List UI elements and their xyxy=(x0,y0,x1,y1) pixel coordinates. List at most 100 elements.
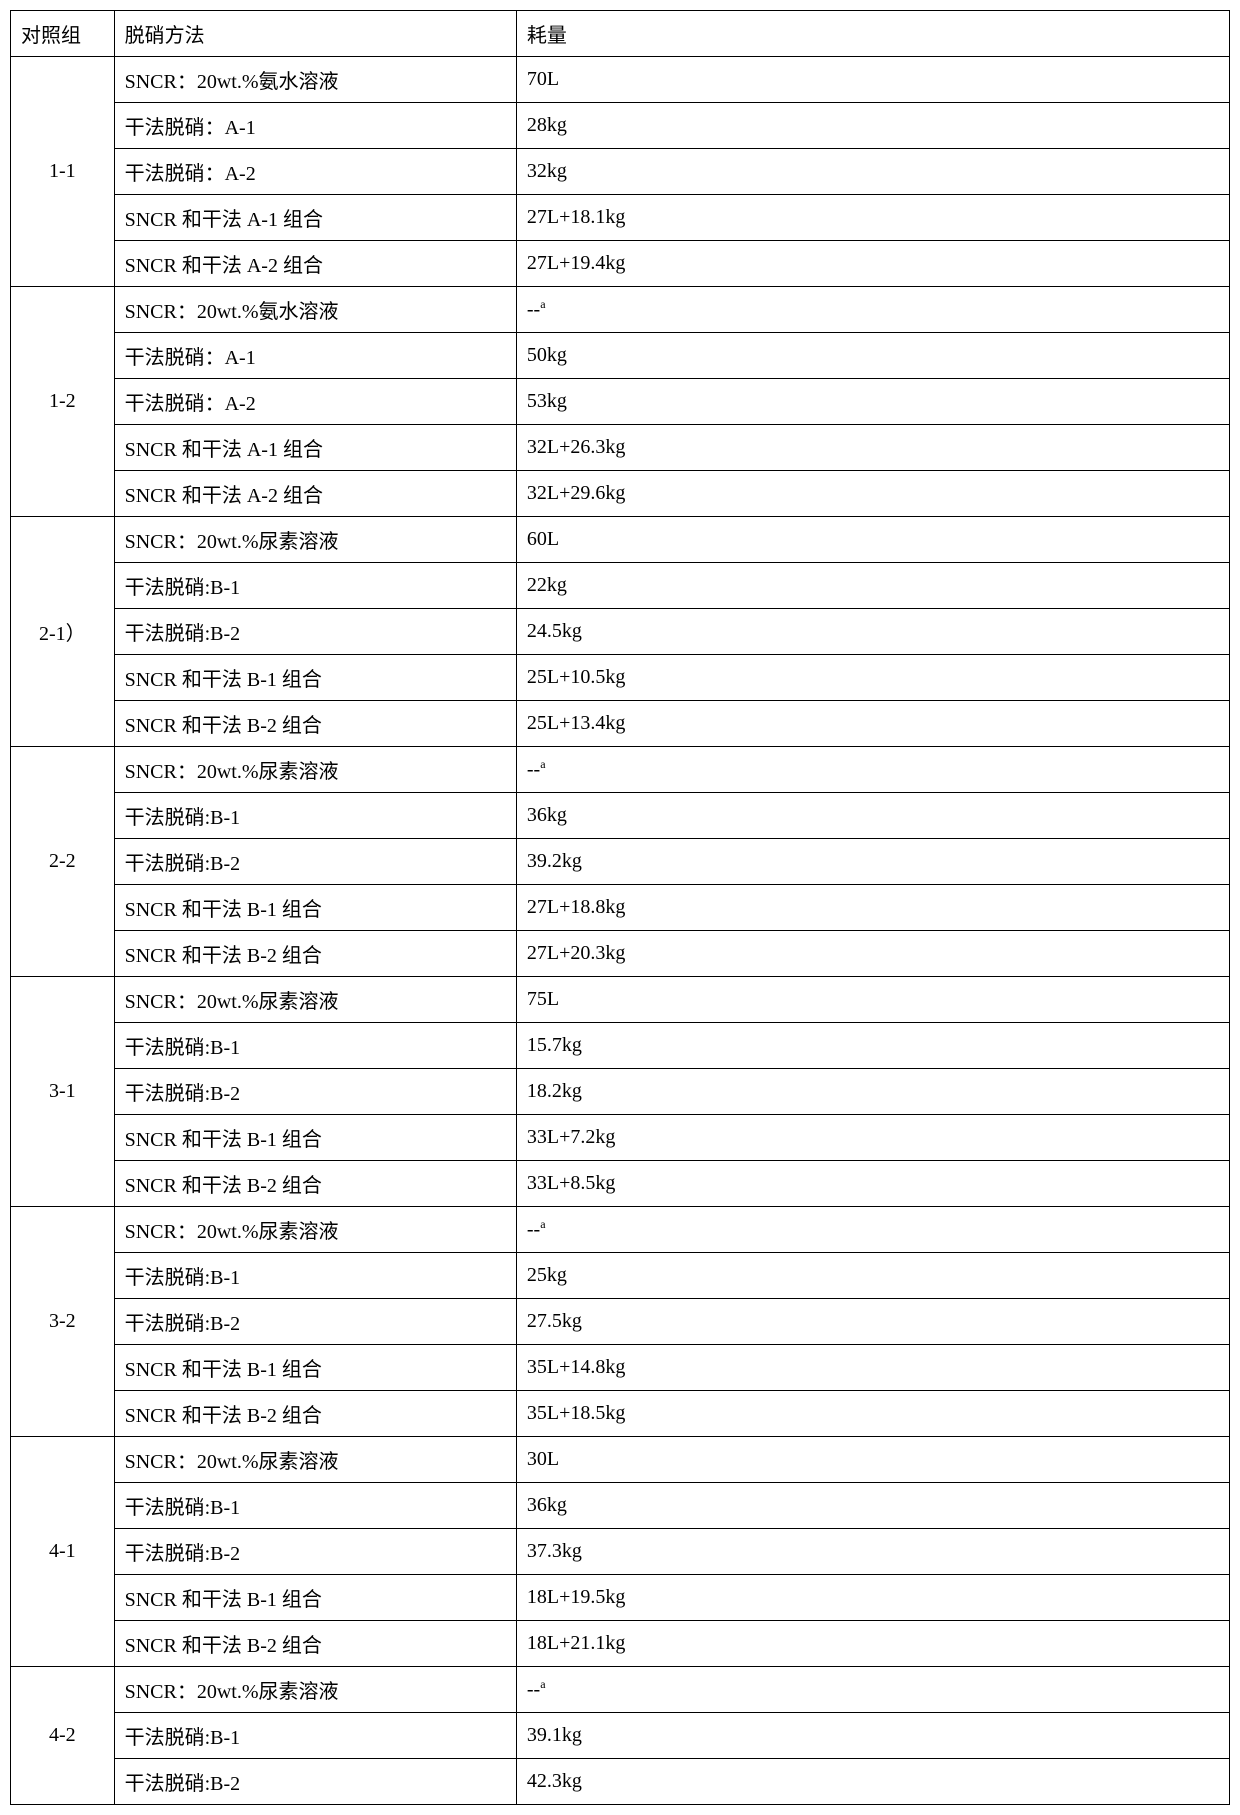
table-row: 4-2SNCR：20wt.%尿素溶液--a xyxy=(11,1667,1230,1713)
method-cell: 干法脱硝：A-1 xyxy=(114,103,516,149)
method-cell: 干法脱硝:B-2 xyxy=(114,1759,516,1805)
method-cell: SNCR 和干法 A-2 组合 xyxy=(114,471,516,517)
method-cell: 干法脱硝:B-2 xyxy=(114,1529,516,1575)
consumption-cell: --a xyxy=(516,747,1229,793)
consumption-cell: 30L xyxy=(516,1437,1229,1483)
method-cell: 干法脱硝：A-1 xyxy=(114,333,516,379)
consumption-cell: --a xyxy=(516,1207,1229,1253)
method-cell: SNCR：20wt.%尿素溶液 xyxy=(114,747,516,793)
consumption-cell: 60L xyxy=(516,517,1229,563)
consumption-cell: 39.2kg xyxy=(516,839,1229,885)
table-row: 干法脱硝：A-232kg xyxy=(11,149,1230,195)
group-label-cell: 3-2 xyxy=(11,1207,115,1437)
table-row: 干法脱硝：A-128kg xyxy=(11,103,1230,149)
consumption-cell: 18L+19.5kg xyxy=(516,1575,1229,1621)
table-row: 干法脱硝：A-253kg xyxy=(11,379,1230,425)
consumption-cell: 37.3kg xyxy=(516,1529,1229,1575)
header-consumption: 耗量 xyxy=(516,11,1229,57)
method-cell: 干法脱硝:B-1 xyxy=(114,563,516,609)
table-row: 干法脱硝:B-122kg xyxy=(11,563,1230,609)
table-row: 1-2SNCR：20wt.%氨水溶液--a xyxy=(11,287,1230,333)
consumption-cell: 36kg xyxy=(516,1483,1229,1529)
table-row: 干法脱硝:B-237.3kg xyxy=(11,1529,1230,1575)
table-row: 干法脱硝:B-136kg xyxy=(11,793,1230,839)
table-row: SNCR 和干法 B-1 组合27L+18.8kg xyxy=(11,885,1230,931)
table-row: SNCR 和干法 A-1 组合32L+26.3kg xyxy=(11,425,1230,471)
method-cell: 干法脱硝：A-2 xyxy=(114,379,516,425)
consumption-cell: 33L+8.5kg xyxy=(516,1161,1229,1207)
method-cell: 干法脱硝:B-1 xyxy=(114,1483,516,1529)
method-cell: 干法脱硝：A-2 xyxy=(114,149,516,195)
consumption-cell: 36kg xyxy=(516,793,1229,839)
footnote-marker: a xyxy=(540,757,545,771)
table-row: SNCR 和干法 B-1 组合35L+14.8kg xyxy=(11,1345,1230,1391)
consumption-cell: 22kg xyxy=(516,563,1229,609)
consumption-cell: 27L+20.3kg xyxy=(516,931,1229,977)
group-label-cell: 1-2 xyxy=(11,287,115,517)
table-row: SNCR 和干法 A-2 组合27L+19.4kg xyxy=(11,241,1230,287)
method-cell: SNCR：20wt.%尿素溶液 xyxy=(114,1207,516,1253)
method-cell: SNCR 和干法 B-2 组合 xyxy=(114,701,516,747)
method-cell: 干法脱硝:B-1 xyxy=(114,1023,516,1069)
method-cell: SNCR：20wt.%尿素溶液 xyxy=(114,1667,516,1713)
consumption-cell: 75L xyxy=(516,977,1229,1023)
table-row: 3-2SNCR：20wt.%尿素溶液--a xyxy=(11,1207,1230,1253)
table-row: SNCR 和干法 B-1 组合18L+19.5kg xyxy=(11,1575,1230,1621)
consumption-cell: 24.5kg xyxy=(516,609,1229,655)
consumption-cell: --a xyxy=(516,1667,1229,1713)
header-group: 对照组 xyxy=(11,11,115,57)
group-label-cell: 4-1 xyxy=(11,1437,115,1667)
consumption-cell: 35L+14.8kg xyxy=(516,1345,1229,1391)
method-cell: SNCR 和干法 B-2 组合 xyxy=(114,1621,516,1667)
group-label-cell: 2-2 xyxy=(11,747,115,977)
consumption-cell: 18.2kg xyxy=(516,1069,1229,1115)
consumption-cell: 39.1kg xyxy=(516,1713,1229,1759)
table-row: 2-2SNCR：20wt.%尿素溶液--a xyxy=(11,747,1230,793)
consumption-cell: 32L+29.6kg xyxy=(516,471,1229,517)
table-row: SNCR 和干法 B-2 组合25L+13.4kg xyxy=(11,701,1230,747)
consumption-cell: 18L+21.1kg xyxy=(516,1621,1229,1667)
table-row: 干法脱硝:B-115.7kg xyxy=(11,1023,1230,1069)
method-cell: SNCR 和干法 B-2 组合 xyxy=(114,1161,516,1207)
group-label-cell: 1-1 xyxy=(11,57,115,287)
consumption-cell: 25L+10.5kg xyxy=(516,655,1229,701)
consumption-cell: 53kg xyxy=(516,379,1229,425)
method-cell: SNCR 和干法 A-1 组合 xyxy=(114,195,516,241)
method-cell: 干法脱硝:B-2 xyxy=(114,839,516,885)
consumption-cell: 70L xyxy=(516,57,1229,103)
group-label-cell: 2-1） xyxy=(11,517,115,747)
comparison-table: 对照组脱硝方法耗量1-1SNCR：20wt.%氨水溶液70L干法脱硝：A-128… xyxy=(10,10,1230,1805)
table-row: 干法脱硝:B-218.2kg xyxy=(11,1069,1230,1115)
consumption-cell: 42.3kg xyxy=(516,1759,1229,1805)
consumption-cell: 27L+18.8kg xyxy=(516,885,1229,931)
consumption-cell: 50kg xyxy=(516,333,1229,379)
method-cell: SNCR 和干法 B-1 组合 xyxy=(114,655,516,701)
table-row: SNCR 和干法 A-1 组合27L+18.1kg xyxy=(11,195,1230,241)
consumption-cell: 35L+18.5kg xyxy=(516,1391,1229,1437)
method-cell: 干法脱硝:B-2 xyxy=(114,1069,516,1115)
consumption-cell: 33L+7.2kg xyxy=(516,1115,1229,1161)
consumption-cell: --a xyxy=(516,287,1229,333)
method-cell: SNCR：20wt.%尿素溶液 xyxy=(114,517,516,563)
method-cell: 干法脱硝:B-2 xyxy=(114,1299,516,1345)
footnote-marker: a xyxy=(540,1677,545,1691)
consumption-cell: 25L+13.4kg xyxy=(516,701,1229,747)
method-cell: SNCR 和干法 B-1 组合 xyxy=(114,1345,516,1391)
table-row: 1-1SNCR：20wt.%氨水溶液70L xyxy=(11,57,1230,103)
consumption-cell: 27.5kg xyxy=(516,1299,1229,1345)
table-row: 4-1SNCR：20wt.%尿素溶液30L xyxy=(11,1437,1230,1483)
consumption-cell: 32L+26.3kg xyxy=(516,425,1229,471)
table-row: 干法脱硝:B-136kg xyxy=(11,1483,1230,1529)
table-row: 干法脱硝:B-242.3kg xyxy=(11,1759,1230,1805)
table-row: 干法脱硝:B-139.1kg xyxy=(11,1713,1230,1759)
consumption-cell: 32kg xyxy=(516,149,1229,195)
consumption-cell: 25kg xyxy=(516,1253,1229,1299)
method-cell: SNCR：20wt.%尿素溶液 xyxy=(114,977,516,1023)
group-label-cell: 4-2 xyxy=(11,1667,115,1805)
table-header-row: 对照组脱硝方法耗量 xyxy=(11,11,1230,57)
table-row: SNCR 和干法 B-2 组合35L+18.5kg xyxy=(11,1391,1230,1437)
method-cell: SNCR 和干法 A-2 组合 xyxy=(114,241,516,287)
group-label-cell: 3-1 xyxy=(11,977,115,1207)
table-row: 干法脱硝:B-125kg xyxy=(11,1253,1230,1299)
consumption-cell: 15.7kg xyxy=(516,1023,1229,1069)
